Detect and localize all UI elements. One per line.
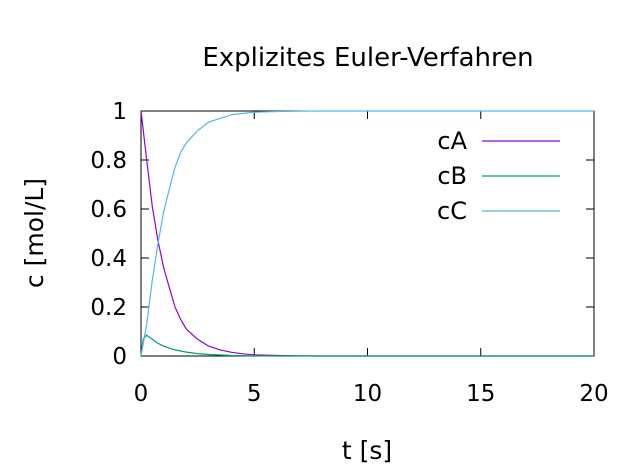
series-line-cA — [140, 110, 594, 357]
y-tick-label: 0.4 — [90, 246, 127, 272]
x-tick-label: 20 — [579, 381, 608, 407]
x-tick-label: 0 — [134, 381, 149, 407]
series-layer — [140, 110, 594, 357]
y-tick-label: 0.6 — [90, 197, 127, 223]
x-axis: 0 5 10 15 20 — [134, 111, 609, 407]
y-tick-label: 0.8 — [90, 148, 127, 174]
legend-label-cB: cB — [437, 162, 467, 190]
series-line-cB — [140, 334, 594, 357]
y-axis-label: c [mol/L] — [20, 178, 49, 288]
plot-frame — [140, 110, 595, 357]
y-axis: 0 0.2 0.4 0.6 0.8 1 — [90, 99, 594, 370]
legend-label-cA: cA — [437, 127, 467, 155]
y-tick-label: 0.2 — [90, 295, 127, 321]
y-tick-label: 1 — [112, 99, 127, 125]
y-tick-label: 0 — [112, 344, 127, 370]
legend-label-cC: cC — [437, 197, 467, 225]
x-tick-label: 5 — [247, 381, 262, 407]
x-axis-label: t [s] — [342, 436, 392, 465]
legend: cA cB cC — [437, 127, 560, 225]
x-tick-label: 10 — [353, 381, 382, 407]
x-tick-label: 15 — [466, 381, 495, 407]
chart-title: Explizites Euler-Verfahren — [202, 43, 533, 73]
series-line-cC — [140, 110, 594, 357]
